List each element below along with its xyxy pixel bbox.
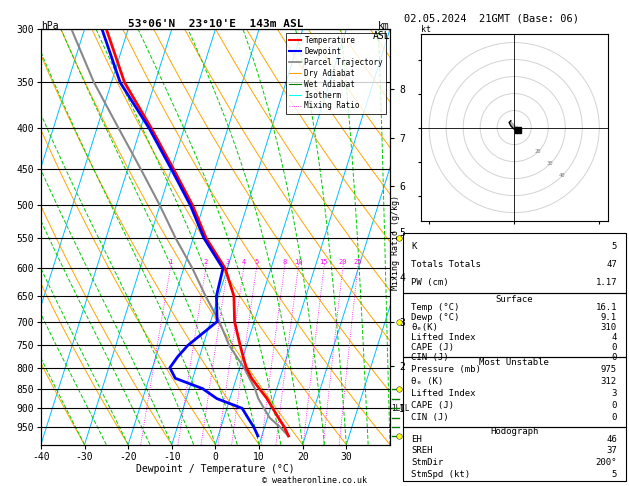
Text: 16.1: 16.1 [596, 303, 617, 312]
Text: 8: 8 [282, 259, 287, 265]
Text: 2: 2 [204, 259, 208, 265]
Text: 46: 46 [606, 435, 617, 444]
Text: SREH: SREH [411, 447, 433, 455]
Text: Temp (°C): Temp (°C) [411, 303, 460, 312]
Text: CAPE (J): CAPE (J) [411, 401, 455, 410]
Text: 20: 20 [338, 259, 347, 265]
Bar [403, 357, 626, 427]
Bar [403, 233, 626, 293]
Text: 4: 4 [242, 259, 246, 265]
Text: 3: 3 [225, 259, 230, 265]
Text: 0: 0 [611, 353, 617, 362]
Text: Mixing Ratio (g/kg): Mixing Ratio (g/kg) [391, 195, 399, 291]
Text: 47: 47 [606, 260, 617, 269]
Text: 200°: 200° [596, 458, 617, 467]
Text: 1: 1 [168, 259, 172, 265]
Text: StmDir: StmDir [411, 458, 443, 467]
Text: km
ASL: km ASL [372, 21, 390, 41]
Text: hPa: hPa [41, 21, 58, 31]
Text: Totals Totals: Totals Totals [411, 260, 481, 269]
Text: 0: 0 [611, 401, 617, 410]
Text: 1.17: 1.17 [596, 278, 617, 287]
Legend: Temperature, Dewpoint, Parcel Trajectory, Dry Adiabat, Wet Adiabat, Isotherm, Mi: Temperature, Dewpoint, Parcel Trajectory… [286, 33, 386, 114]
Text: kt: kt [421, 25, 431, 34]
Text: StmSpd (kt): StmSpd (kt) [411, 470, 470, 479]
Text: 15: 15 [320, 259, 328, 265]
Text: EH: EH [411, 435, 422, 444]
Text: 975: 975 [601, 365, 617, 374]
Text: 20: 20 [535, 149, 542, 154]
Text: θₑ(K): θₑ(K) [411, 323, 438, 332]
Text: θₑ (K): θₑ (K) [411, 377, 443, 386]
Polygon shape [509, 121, 520, 131]
Text: 53°06'N  23°10'E  143m ASL: 53°06'N 23°10'E 143m ASL [128, 19, 303, 30]
Text: 3: 3 [611, 389, 617, 398]
Text: Lifted Index: Lifted Index [411, 333, 476, 342]
Text: K: K [411, 242, 417, 251]
Text: 30: 30 [547, 161, 553, 166]
Text: 9.1: 9.1 [601, 313, 617, 322]
Text: 0: 0 [611, 343, 617, 352]
Text: Pressure (mb): Pressure (mb) [411, 365, 481, 374]
Text: Hodograph: Hodograph [490, 427, 538, 436]
Text: Dewp (°C): Dewp (°C) [411, 313, 460, 322]
Text: Most Unstable: Most Unstable [479, 358, 549, 367]
Text: © weatheronline.co.uk: © weatheronline.co.uk [262, 475, 367, 485]
Text: 25: 25 [353, 259, 362, 265]
Text: CAPE (J): CAPE (J) [411, 343, 455, 352]
Text: CIN (J): CIN (J) [411, 353, 449, 362]
Text: PW (cm): PW (cm) [411, 278, 449, 287]
Text: Surface: Surface [496, 295, 533, 304]
Text: 5: 5 [611, 470, 617, 479]
Text: 1LCL: 1LCL [391, 404, 409, 413]
Text: 02.05.2024  21GMT (Base: 06): 02.05.2024 21GMT (Base: 06) [404, 13, 579, 23]
Text: 40: 40 [559, 173, 565, 178]
Bar [403, 427, 626, 481]
Text: 4: 4 [611, 333, 617, 342]
Text: Lifted Index: Lifted Index [411, 389, 476, 398]
Text: 0: 0 [611, 413, 617, 422]
Text: 5: 5 [254, 259, 259, 265]
Text: 37: 37 [606, 447, 617, 455]
Text: 5: 5 [611, 242, 617, 251]
Bar [403, 293, 626, 357]
Text: 310: 310 [601, 323, 617, 332]
Text: CIN (J): CIN (J) [411, 413, 449, 422]
Text: 10: 10 [294, 259, 303, 265]
Text: 312: 312 [601, 377, 617, 386]
X-axis label: Dewpoint / Temperature (°C): Dewpoint / Temperature (°C) [136, 465, 295, 474]
